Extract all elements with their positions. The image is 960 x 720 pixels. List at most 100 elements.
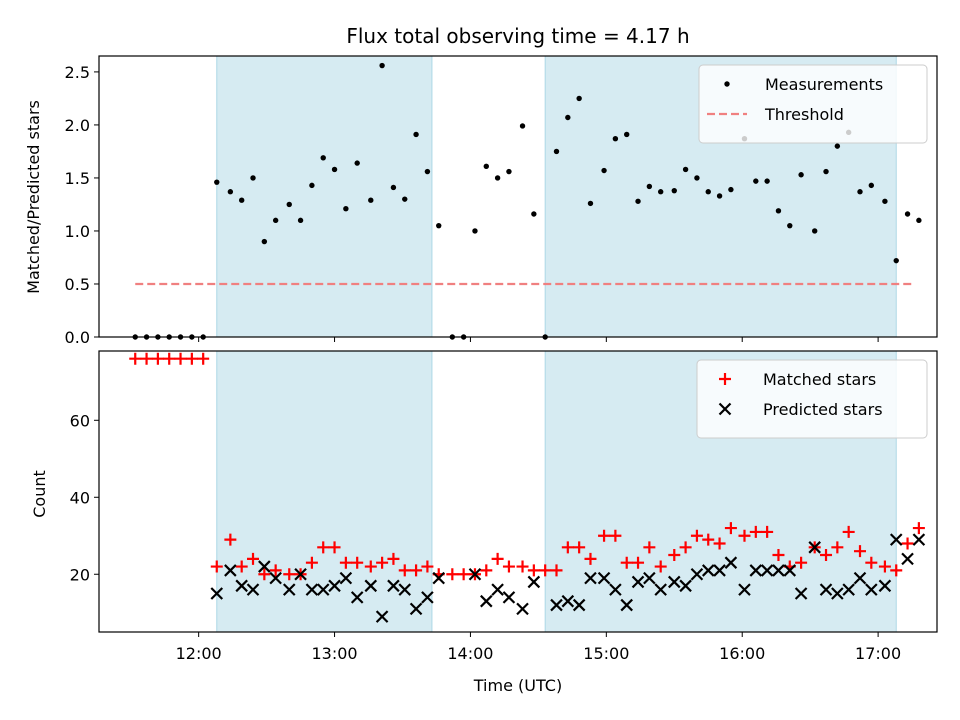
predicted-stars-point [294, 567, 307, 581]
predicted-stars-point [679, 579, 692, 593]
predicted-stars-point [258, 560, 271, 573]
matched-stars-point [890, 564, 903, 577]
legend-swatch-predicted-stars [718, 402, 732, 416]
matched-stars-point [185, 352, 198, 365]
measurements-point [893, 257, 899, 264]
predicted-stars-point [235, 579, 248, 593]
measurements-point [916, 217, 922, 224]
predicted-stars-point [269, 571, 282, 585]
measurements-point [882, 198, 888, 204]
predicted-stars-point [643, 571, 656, 585]
predicted-stars-point [305, 583, 319, 596]
matched-stars-point [305, 556, 318, 569]
measurements-point [494, 175, 501, 181]
measurements-point [612, 136, 619, 142]
matched-stars-point [901, 537, 914, 550]
matched-stars-point [820, 549, 833, 562]
predicted-stars-point [468, 567, 482, 581]
measurements-point [553, 148, 560, 155]
measurements-point [238, 197, 245, 203]
observing-window-1 [216, 350, 433, 633]
measurements-point [798, 172, 804, 178]
measurements-point [331, 166, 338, 173]
measurements-point [775, 208, 782, 214]
legend-box [698, 64, 928, 144]
measurements-point [857, 189, 863, 195]
y-tick-label: 2.5 [65, 63, 90, 82]
predicted-stars-point [572, 598, 586, 612]
predicted-stars-point [398, 583, 412, 596]
predicted-stars-point [491, 583, 504, 596]
measurements-point [635, 198, 641, 204]
predicted-stars-point [597, 571, 611, 585]
measurements-point [368, 197, 374, 203]
matched-stars-point [654, 560, 667, 573]
measurements-point [483, 163, 489, 169]
x-tick-label: 14:00 [447, 644, 493, 663]
matched-stars-point [269, 564, 282, 577]
predicted-stars-point [246, 583, 260, 596]
x-axis-label: Time (UTC) [473, 676, 562, 695]
matched-stars-point [224, 533, 237, 546]
predicted-stars-point [713, 564, 726, 577]
matched-stars-point [258, 568, 271, 581]
measurements-point [214, 179, 220, 185]
measurements-point [531, 211, 537, 217]
measurements-point [811, 228, 818, 234]
matched-stars-point [129, 352, 142, 365]
measurements-point [320, 155, 326, 161]
measurements-point [472, 228, 478, 234]
predicted-stars-point [328, 579, 341, 593]
measurements-point [705, 189, 711, 195]
matched-stars-point [668, 549, 681, 562]
measurements-point [694, 175, 700, 181]
matched-stars-point [761, 525, 774, 538]
predicted-stars-point [516, 602, 529, 616]
legend-label-predicted-stars: Predicted stars [763, 400, 883, 419]
matched-stars-point [398, 564, 411, 577]
measurements-point [716, 193, 723, 199]
matched-stars-point [598, 529, 611, 542]
predicted-stars-point [561, 594, 575, 608]
predicted-stars-point [772, 564, 785, 577]
x-tick-label: 17:00 [855, 644, 901, 663]
predicted-stars-point [350, 591, 364, 604]
measurements-point [286, 201, 292, 208]
matched-stars-point [283, 568, 296, 581]
legend-swatch-matched-stars [719, 373, 731, 385]
matched-stars-point [724, 522, 737, 535]
matched-stars-point [550, 564, 563, 577]
measurements-point [565, 114, 571, 121]
measurements-point [354, 160, 360, 166]
matched-stars-point [702, 533, 715, 546]
matched-stars-point [376, 556, 389, 569]
matched-stars-point [620, 556, 633, 569]
predicted-stars-point [724, 556, 738, 569]
predicted-stars-point [794, 587, 808, 600]
predicted-stars-point [808, 541, 821, 554]
matched-stars-point [690, 529, 703, 542]
x-tick-label: 15:00 [583, 644, 629, 663]
predicted-stars-point [527, 575, 541, 589]
measurements-point [646, 183, 653, 190]
measurements-point [227, 189, 234, 195]
matched-stars-point [502, 560, 515, 573]
y-tick-label: 0.0 [65, 328, 90, 347]
matched-stars-point [247, 552, 260, 565]
matched-stars-point [713, 537, 726, 550]
legend-box [696, 359, 928, 439]
matched-stars-point [140, 352, 153, 365]
matched-stars-point [912, 522, 925, 535]
measurements-point [272, 217, 279, 224]
matched-stars-point [573, 541, 586, 554]
predicted-stars-point [853, 571, 867, 585]
predicted-stars-point [889, 533, 903, 546]
measurements-point [379, 62, 385, 69]
predicted-stars-point [224, 564, 237, 577]
matched-stars-point [410, 564, 423, 577]
measurements-point [576, 95, 582, 102]
measurements-point [868, 182, 875, 189]
predicted-stars-point [609, 583, 622, 596]
measurements-point [413, 131, 419, 138]
matched-stars-point [527, 564, 540, 577]
